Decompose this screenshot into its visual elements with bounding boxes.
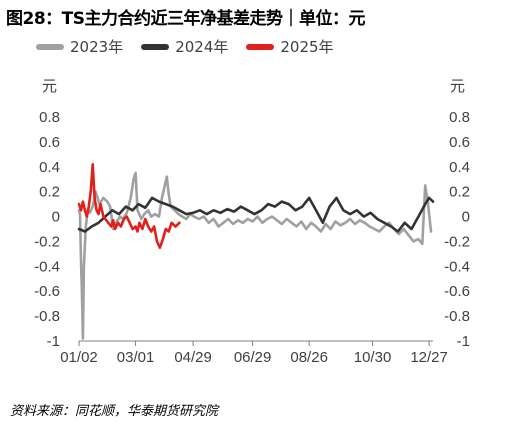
legend: 2023年 2024年 2025年 — [36, 36, 334, 57]
x-tick-label: 12/27 — [410, 349, 448, 366]
x-axis: 01/02 03/01 04/29 06/29 08/26 10/30 12/27 — [60, 340, 448, 366]
y-tick-label-left: 0.2 — [39, 184, 60, 201]
y-axis-left: 0.8 0.6 0.4 0.2 0 -0.2 -0.4 -0.6 -0.8 -1 — [34, 109, 60, 350]
y-axis-right: 0.8 0.6 0.4 0.2 0 -0.2 -0.4 -0.6 -0.8 -1 — [444, 109, 470, 350]
legend-label-2023: 2023年 — [70, 38, 124, 56]
legend-label-2025: 2025年 — [280, 38, 334, 56]
y-tick-label-left: -0.4 — [34, 258, 60, 275]
y-tick-label-right: -1 — [457, 333, 470, 350]
x-tick-label: 04/29 — [174, 349, 212, 366]
series-line-2024年 — [77, 196, 435, 233]
y-tick-label-right: 0.8 — [449, 109, 470, 126]
legend-item-2025: 2025年 — [246, 36, 334, 57]
x-tick-label: 08/26 — [290, 349, 328, 366]
legend-item-2024: 2024年 — [141, 36, 228, 57]
y-tick-label-right: -0.8 — [444, 308, 470, 325]
legend-swatch-2025 — [246, 43, 275, 50]
y-tick-label-right: 0.4 — [449, 159, 470, 176]
y-tick-label-right: 0.6 — [449, 134, 470, 151]
y-tick-label-right: 0.2 — [449, 184, 470, 201]
legend-label-2024: 2024年 — [175, 38, 229, 56]
y-tick-label-left: -0.8 — [34, 308, 60, 325]
y-tick-label-left: 0.4 — [39, 159, 60, 176]
x-tick-label: 03/01 — [117, 349, 155, 366]
chart-title: 图28：TS主力合约近三年净基差走势｜单位：元 — [6, 9, 366, 29]
y-tick-label-left: 0 — [52, 209, 60, 226]
y-tick-label-left: 0.6 — [39, 134, 60, 151]
y-tick-label-right: -0.6 — [444, 283, 470, 300]
legend-swatch-2023 — [36, 43, 64, 50]
y-unit-left: 元 — [42, 78, 57, 95]
legend-item-2023: 2023年 — [36, 36, 123, 57]
y-unit-right: 元 — [450, 78, 465, 95]
x-tick-label: 10/30 — [354, 349, 392, 366]
y-tick-label-left: -0.2 — [34, 233, 60, 250]
y-tick-label-left: 0.8 — [39, 109, 60, 126]
series-line-2025年 — [77, 163, 181, 249]
y-tick-label-right: -0.4 — [444, 258, 470, 275]
series-lines — [77, 163, 435, 340]
y-tick-label-right: -0.2 — [444, 233, 470, 250]
y-tick-label-left: -1 — [47, 333, 60, 350]
series-line-2023年 — [77, 171, 433, 340]
source-note: 资料来源：同花顺，华泰期货研究院 — [10, 404, 219, 419]
x-tick-label: 01/02 — [60, 349, 98, 366]
x-tick-label: 06/29 — [234, 349, 272, 366]
y-tick-label-left: -0.6 — [34, 283, 60, 300]
legend-swatch-2024 — [141, 43, 170, 50]
y-tick-label-right: 0 — [462, 209, 470, 226]
